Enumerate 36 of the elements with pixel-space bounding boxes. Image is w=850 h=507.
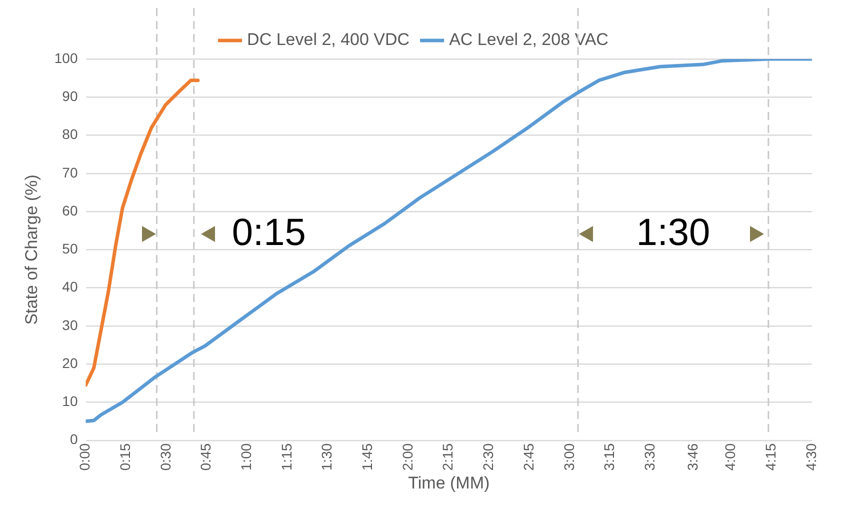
x-tick-label: 1:45 xyxy=(359,443,376,471)
y-tick-label: 10 xyxy=(62,393,78,410)
x-tick-label: 2:30 xyxy=(480,443,496,471)
y-axis-title: State of Charge (%) xyxy=(22,174,41,325)
x-tick-label: 4:30 xyxy=(802,443,819,471)
x-tick-label: 1:15 xyxy=(278,443,294,471)
x-tick-label: 4:00 xyxy=(722,443,738,471)
x-tick-label: 0:45 xyxy=(198,443,214,471)
y-tick-label: 80 xyxy=(62,126,78,142)
x-tick-label: 3:46 xyxy=(684,443,701,471)
x-tick-label: 1:00 xyxy=(238,443,254,471)
y-tick-label: 30 xyxy=(62,316,78,333)
x-tick-label: 2:00 xyxy=(399,443,416,471)
y-tick-label: 50 xyxy=(62,240,78,257)
annotation: 1:30 xyxy=(636,212,710,254)
legend-label: AC Level 2, 208 VAC xyxy=(449,30,608,50)
x-tick-label: 0:15 xyxy=(116,443,133,471)
y-tick-label: 100 xyxy=(54,50,78,66)
x-tick-label: 2:15 xyxy=(440,443,456,471)
x-tick-label: 3:00 xyxy=(560,443,577,471)
y-tick-label: 90 xyxy=(62,88,78,104)
x-tick-label: 0:30 xyxy=(157,443,174,471)
y-tick-label: 20 xyxy=(62,354,78,371)
y-tick-label: 0 xyxy=(70,431,78,448)
x-tick-label: 4:15 xyxy=(762,443,779,471)
y-tick-label: 40 xyxy=(62,278,78,295)
y-tick-label: 60 xyxy=(62,202,78,218)
x-tick-label: 3:30 xyxy=(641,443,658,471)
x-tick-label: 3:15 xyxy=(601,443,618,471)
y-tick-label: 70 xyxy=(62,164,78,180)
x-axis-title: Time (MM) xyxy=(408,473,490,492)
annotation: 0:15 xyxy=(232,212,306,254)
x-tick-label: 1:30 xyxy=(318,443,335,471)
x-tick-label: 2:45 xyxy=(520,443,536,471)
legend-label: DC Level 2, 400 VDC xyxy=(247,30,410,50)
x-tick-label: 0:00 xyxy=(76,443,93,471)
